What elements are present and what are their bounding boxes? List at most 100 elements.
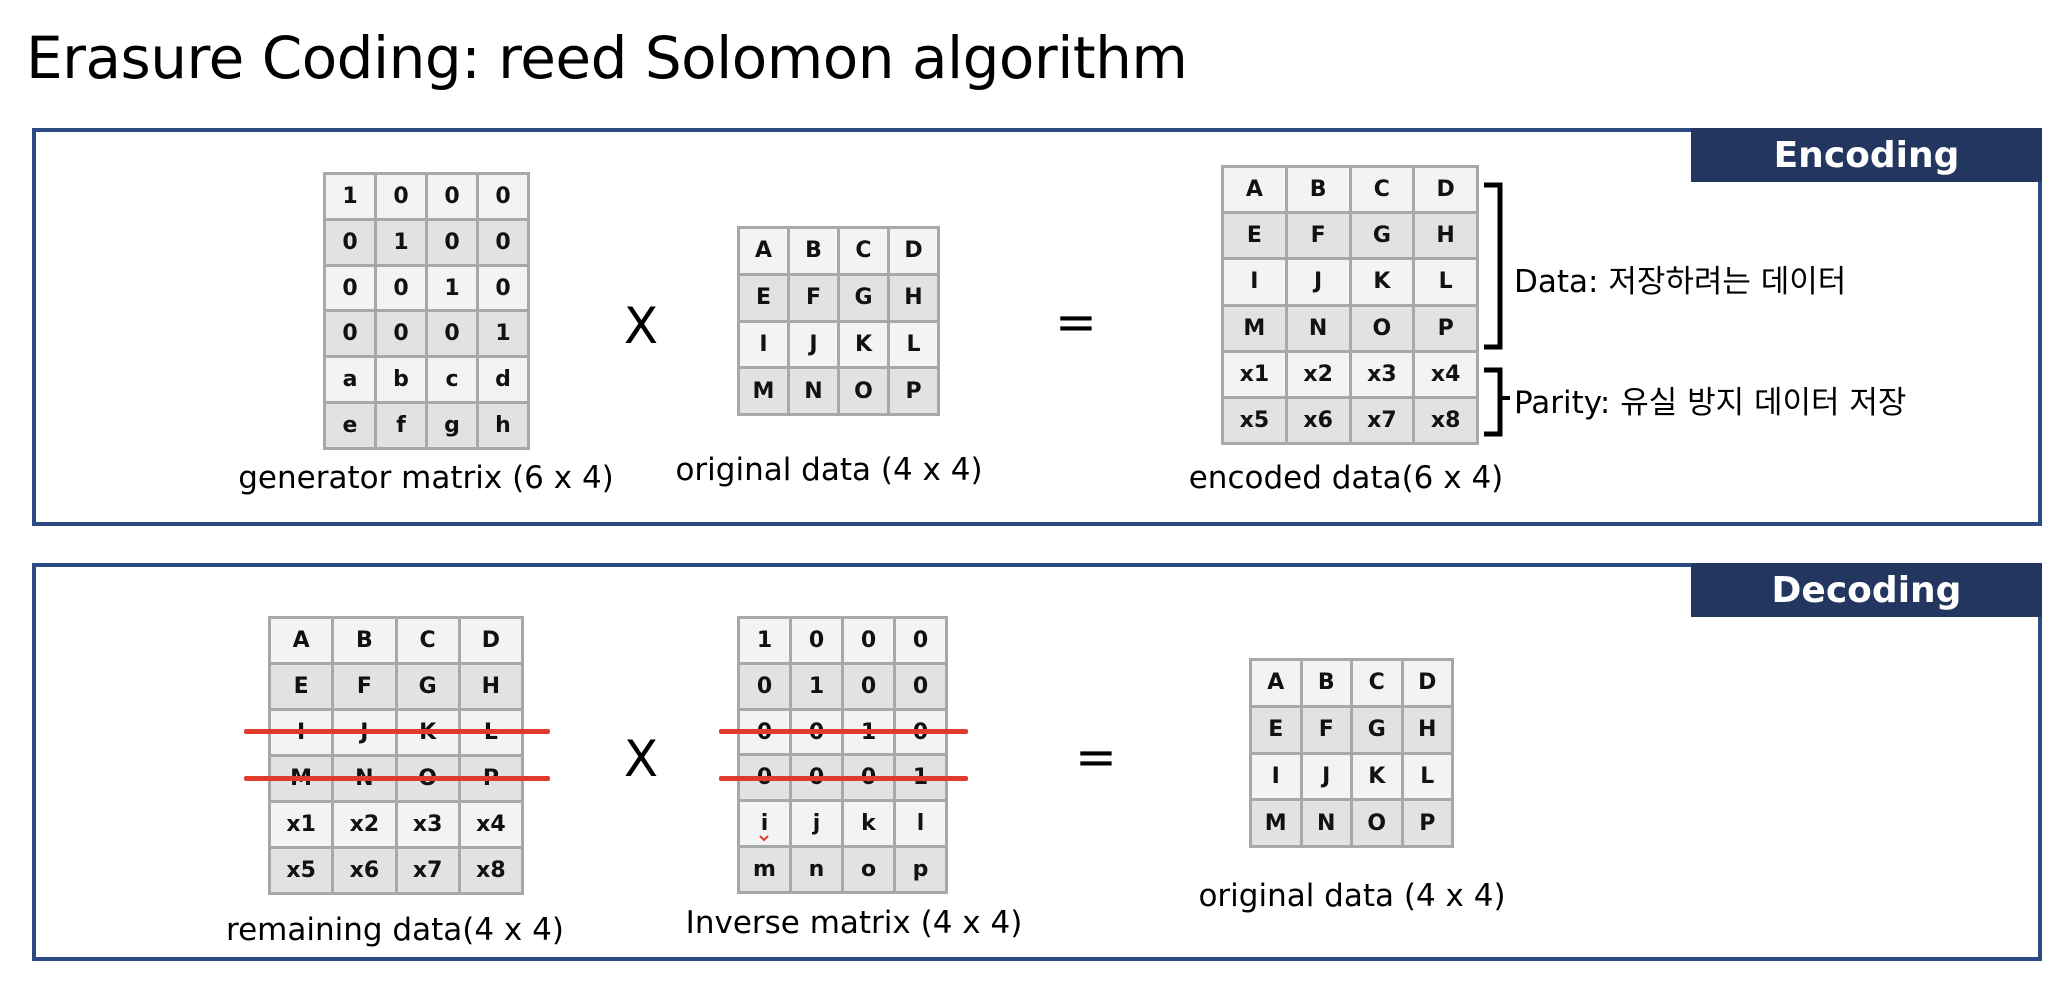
matrix-cell: 1: [792, 664, 841, 708]
matrix-cell: x6: [1287, 398, 1349, 442]
matrix-cell: 0: [479, 266, 527, 310]
data-label: Data: 저장하려는 데이터: [1514, 264, 1847, 300]
matrix-cell: 0: [479, 175, 527, 218]
encoding-tag: Encoding: [1691, 128, 2042, 182]
matrix-cell: 0: [377, 312, 425, 356]
matrix-cell: J: [790, 322, 837, 367]
matrix-cell: x5: [1224, 398, 1285, 442]
matrix-cell: h: [479, 404, 527, 447]
original-data-caption: original data (4 x 4): [675, 452, 983, 488]
matrix-cell: o: [844, 848, 893, 891]
matrix-cell: 1: [326, 175, 374, 218]
encoded-data-caption: encoded data(6 x 4): [1188, 460, 1504, 496]
matrix-cell: 0: [326, 312, 374, 356]
matrix-cell: 0: [377, 266, 425, 310]
matrix-cell: 0: [428, 312, 476, 356]
matrix-cell: x1: [1224, 352, 1285, 396]
matrix-cell: O: [1351, 306, 1413, 350]
matrix-cell: H: [1415, 214, 1476, 258]
matrix-cell: A: [740, 229, 787, 273]
matrix-cell: P: [890, 369, 937, 413]
matrix-cell: 0: [844, 619, 893, 662]
matrix-cell: E: [271, 665, 332, 708]
matrix-cell: x4: [460, 803, 521, 846]
matrix-cell: M: [1224, 306, 1285, 350]
matrix-cell: J: [1287, 260, 1349, 304]
matrix-cell: x8: [460, 849, 521, 892]
matrix-cell: N: [1302, 801, 1350, 845]
matrix-cell: 0: [896, 664, 945, 708]
matrix-cell: A: [1252, 661, 1300, 705]
matrix-cell: a: [326, 358, 374, 402]
matrix-cell: I: [1252, 754, 1300, 799]
matrix-cell: 0: [792, 619, 841, 662]
matrix-cell: F: [1287, 214, 1349, 258]
matrix-cell: L: [1415, 260, 1476, 304]
matrix-cell: x8: [1415, 398, 1476, 442]
matrix-cell: H: [460, 665, 521, 708]
matrix-cell: A: [1224, 168, 1285, 212]
matrix-cell: H: [1403, 707, 1451, 752]
matrix-cell: F: [334, 665, 395, 708]
matrix-cell: 0: [428, 175, 476, 218]
matrix-cell: I: [740, 322, 787, 367]
decoding-tag: Decoding: [1691, 563, 2042, 617]
matrix-cell: N: [1287, 306, 1349, 350]
matrix-cell: k: [844, 802, 893, 846]
data-brace-icon: [1484, 182, 1503, 350]
matrix-cell: x7: [1351, 398, 1413, 442]
matrix-cell: M: [740, 369, 787, 413]
inverse-matrix-caption: Inverse matrix (4 x 4): [685, 905, 1023, 941]
matrix-cell: O: [840, 369, 887, 413]
matrix-cell: m: [740, 848, 789, 891]
matrix-cell: 1: [377, 220, 425, 264]
page-title: Erasure Coding: reed Solomon algorithm: [26, 24, 1188, 92]
matrix-cell: l: [896, 802, 945, 846]
strike-row-3: [244, 729, 550, 734]
matrix-cell: P: [1403, 801, 1451, 845]
matrix-cell: B: [1302, 661, 1350, 705]
multiply-sign-decoding: X: [623, 730, 659, 788]
remaining-data-caption: remaining data(4 x 4): [226, 912, 564, 948]
matrix-cell: x1: [271, 803, 332, 846]
matrix-cell: 0: [479, 220, 527, 264]
parity-label: Parity: 유실 방지 데이터 저장: [1514, 385, 1907, 421]
matrix-cell: H: [890, 275, 937, 320]
matrix-cell: e: [326, 404, 374, 447]
matrix-cell: c: [428, 358, 476, 402]
matrix-cell: D: [460, 619, 521, 662]
matrix-cell: G: [840, 275, 887, 320]
matrix-cell: K: [1353, 754, 1401, 799]
matrix-cell: M: [1252, 801, 1300, 845]
matrix-cell: 0: [428, 220, 476, 264]
matrix-cell: F: [790, 275, 837, 320]
matrix-cell: K: [1351, 260, 1413, 304]
matrix-cell: C: [397, 619, 458, 662]
strike-row-4: [244, 776, 550, 781]
matrix-cell: D: [1403, 661, 1451, 705]
matrix-cell: x2: [334, 803, 395, 846]
matrix-cell: 0: [844, 664, 893, 708]
matrix-cell: B: [1287, 168, 1349, 212]
matrix-cell: F: [1302, 707, 1350, 752]
matrix-cell: b: [377, 358, 425, 402]
matrix-cell: 0: [740, 664, 789, 708]
matrix-cell: x3: [397, 803, 458, 846]
matrix-cell: x6: [334, 849, 395, 892]
matrix-cell: C: [1353, 661, 1401, 705]
matrix-cell: d: [479, 358, 527, 402]
matrix-cell: n: [792, 848, 841, 891]
matrix-cell: i: [740, 802, 789, 846]
matrix-cell: K: [840, 322, 887, 367]
matrix-cell: 1: [740, 619, 789, 662]
matrix-cell: I: [1224, 260, 1285, 304]
multiply-sign: X: [623, 297, 659, 355]
matrix-cell: A: [271, 619, 332, 662]
matrix-cell: N: [790, 369, 837, 413]
matrix-cell: L: [1403, 754, 1451, 799]
